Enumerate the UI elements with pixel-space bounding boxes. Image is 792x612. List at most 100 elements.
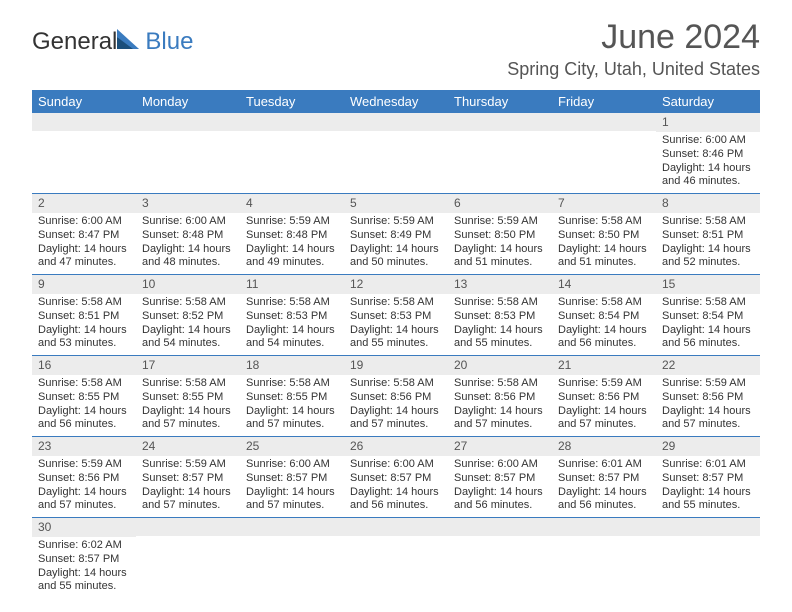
sunrise-text: Sunrise: 6:02 AM: [38, 539, 130, 553]
sunrise-text: Sunrise: 5:59 AM: [454, 215, 546, 229]
day-number: 5: [344, 194, 448, 213]
day-details: Sunrise: 6:00 AMSunset: 8:48 PMDaylight:…: [136, 213, 240, 274]
day-cell: [552, 113, 656, 193]
sunrise-text: Sunrise: 6:01 AM: [558, 458, 650, 472]
day-cell: 13Sunrise: 5:58 AMSunset: 8:53 PMDayligh…: [448, 275, 552, 355]
sunset-text: Sunset: 8:49 PM: [350, 229, 442, 243]
day-details: Sunrise: 6:00 AMSunset: 8:57 PMDaylight:…: [344, 456, 448, 517]
day-cell: [240, 518, 344, 598]
week-row: 9Sunrise: 5:58 AMSunset: 8:51 PMDaylight…: [32, 275, 760, 356]
sunset-text: Sunset: 8:55 PM: [142, 391, 234, 405]
day-cell: 18Sunrise: 5:58 AMSunset: 8:55 PMDayligh…: [240, 356, 344, 436]
day-cell: 21Sunrise: 5:59 AMSunset: 8:56 PMDayligh…: [552, 356, 656, 436]
sunrise-text: Sunrise: 6:00 AM: [246, 458, 338, 472]
day-cell: [136, 518, 240, 598]
day-cell: 12Sunrise: 5:58 AMSunset: 8:53 PMDayligh…: [344, 275, 448, 355]
day-details: Sunrise: 5:58 AMSunset: 8:52 PMDaylight:…: [136, 294, 240, 355]
day-cell: 9Sunrise: 5:58 AMSunset: 8:51 PMDaylight…: [32, 275, 136, 355]
day-number: 22: [656, 356, 760, 375]
day-cell: 28Sunrise: 6:01 AMSunset: 8:57 PMDayligh…: [552, 437, 656, 517]
day-number: [552, 518, 656, 536]
day-details: Sunrise: 5:58 AMSunset: 8:55 PMDaylight:…: [136, 375, 240, 436]
day-number: 10: [136, 275, 240, 294]
sunset-text: Sunset: 8:57 PM: [350, 472, 442, 486]
day-cell: [448, 518, 552, 598]
logo-text-blue: Blue: [145, 28, 193, 56]
sunrise-text: Sunrise: 5:58 AM: [246, 296, 338, 310]
day-details: Sunrise: 5:58 AMSunset: 8:55 PMDaylight:…: [32, 375, 136, 436]
location: Spring City, Utah, United States: [507, 59, 760, 80]
sunset-text: Sunset: 8:53 PM: [350, 310, 442, 324]
day-cell: [344, 518, 448, 598]
sunset-text: Sunset: 8:57 PM: [662, 472, 754, 486]
daylight-text: Daylight: 14 hours and 57 minutes.: [246, 405, 338, 433]
sunset-text: Sunset: 8:54 PM: [662, 310, 754, 324]
day-cell: 16Sunrise: 5:58 AMSunset: 8:55 PMDayligh…: [32, 356, 136, 436]
day-cell: [656, 518, 760, 598]
sunset-text: Sunset: 8:55 PM: [246, 391, 338, 405]
sunrise-text: Sunrise: 5:58 AM: [246, 377, 338, 391]
day-number: [136, 113, 240, 131]
day-cell: 26Sunrise: 6:00 AMSunset: 8:57 PMDayligh…: [344, 437, 448, 517]
day-header-cell: Monday: [136, 90, 240, 113]
sunrise-text: Sunrise: 6:00 AM: [350, 458, 442, 472]
daylight-text: Daylight: 14 hours and 55 minutes.: [350, 324, 442, 352]
sunrise-text: Sunrise: 5:58 AM: [350, 296, 442, 310]
logo-icon: [117, 29, 143, 54]
day-number: 9: [32, 275, 136, 294]
daylight-text: Daylight: 14 hours and 56 minutes.: [558, 324, 650, 352]
day-number: 11: [240, 275, 344, 294]
day-details: Sunrise: 5:59 AMSunset: 8:50 PMDaylight:…: [448, 213, 552, 274]
calendar-body: 1Sunrise: 6:00 AMSunset: 8:46 PMDaylight…: [32, 113, 760, 598]
daylight-text: Daylight: 14 hours and 57 minutes.: [454, 405, 546, 433]
day-number: 13: [448, 275, 552, 294]
day-details: Sunrise: 6:02 AMSunset: 8:57 PMDaylight:…: [32, 537, 136, 598]
day-number: 26: [344, 437, 448, 456]
calendar: SundayMondayTuesdayWednesdayThursdayFrid…: [32, 90, 760, 598]
day-number: 23: [32, 437, 136, 456]
day-number: [656, 518, 760, 536]
day-number: 15: [656, 275, 760, 294]
day-cell: [344, 113, 448, 193]
sunset-text: Sunset: 8:57 PM: [246, 472, 338, 486]
day-details: Sunrise: 6:01 AMSunset: 8:57 PMDaylight:…: [552, 456, 656, 517]
day-details: Sunrise: 5:58 AMSunset: 8:56 PMDaylight:…: [344, 375, 448, 436]
day-cell: 23Sunrise: 5:59 AMSunset: 8:56 PMDayligh…: [32, 437, 136, 517]
daylight-text: Daylight: 14 hours and 50 minutes.: [350, 243, 442, 271]
day-number: 19: [344, 356, 448, 375]
day-details: Sunrise: 6:00 AMSunset: 8:46 PMDaylight:…: [656, 132, 760, 193]
day-number: [344, 518, 448, 536]
day-cell: [32, 113, 136, 193]
daylight-text: Daylight: 14 hours and 55 minutes.: [38, 567, 130, 595]
daylight-text: Daylight: 14 hours and 55 minutes.: [454, 324, 546, 352]
day-details: Sunrise: 5:58 AMSunset: 8:51 PMDaylight:…: [32, 294, 136, 355]
daylight-text: Daylight: 14 hours and 56 minutes.: [350, 486, 442, 514]
day-cell: 7Sunrise: 5:58 AMSunset: 8:50 PMDaylight…: [552, 194, 656, 274]
daylight-text: Daylight: 14 hours and 57 minutes.: [38, 486, 130, 514]
day-number: 17: [136, 356, 240, 375]
sunset-text: Sunset: 8:51 PM: [38, 310, 130, 324]
sunrise-text: Sunrise: 5:59 AM: [246, 215, 338, 229]
day-number: 27: [448, 437, 552, 456]
sunrise-text: Sunrise: 5:58 AM: [454, 377, 546, 391]
day-details: Sunrise: 5:58 AMSunset: 8:53 PMDaylight:…: [448, 294, 552, 355]
week-row: 2Sunrise: 6:00 AMSunset: 8:47 PMDaylight…: [32, 194, 760, 275]
sunset-text: Sunset: 8:56 PM: [454, 391, 546, 405]
sunrise-text: Sunrise: 5:58 AM: [558, 215, 650, 229]
day-header-cell: Wednesday: [344, 90, 448, 113]
day-cell: [240, 113, 344, 193]
sunset-text: Sunset: 8:53 PM: [246, 310, 338, 324]
sunrise-text: Sunrise: 5:58 AM: [38, 377, 130, 391]
day-details: Sunrise: 5:58 AMSunset: 8:50 PMDaylight:…: [552, 213, 656, 274]
day-cell: 8Sunrise: 5:58 AMSunset: 8:51 PMDaylight…: [656, 194, 760, 274]
daylight-text: Daylight: 14 hours and 49 minutes.: [246, 243, 338, 271]
sunset-text: Sunset: 8:52 PM: [142, 310, 234, 324]
daylight-text: Daylight: 14 hours and 51 minutes.: [454, 243, 546, 271]
sunrise-text: Sunrise: 5:58 AM: [454, 296, 546, 310]
week-row: 23Sunrise: 5:59 AMSunset: 8:56 PMDayligh…: [32, 437, 760, 518]
day-number: 20: [448, 356, 552, 375]
sunrise-text: Sunrise: 6:01 AM: [662, 458, 754, 472]
day-details: Sunrise: 5:59 AMSunset: 8:48 PMDaylight:…: [240, 213, 344, 274]
sunrise-text: Sunrise: 5:59 AM: [350, 215, 442, 229]
month-title: June 2024: [507, 18, 760, 57]
